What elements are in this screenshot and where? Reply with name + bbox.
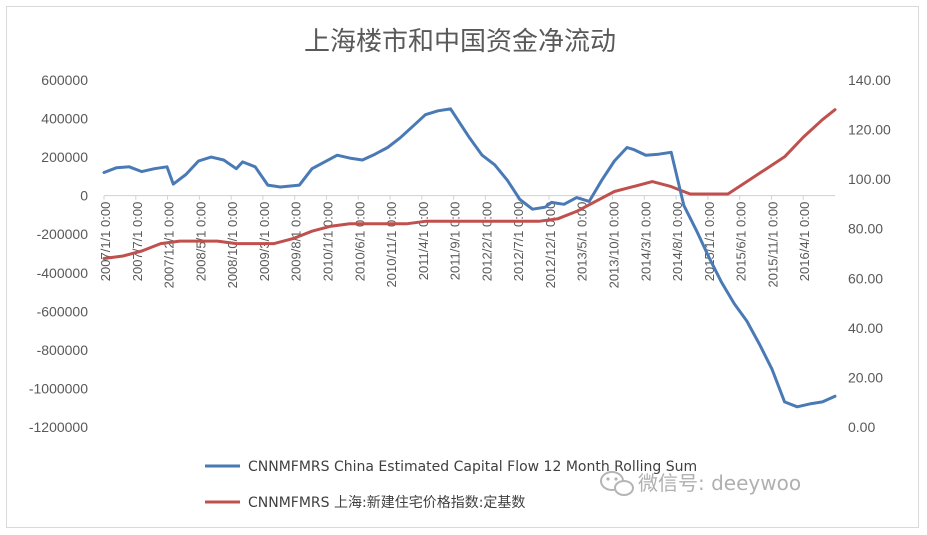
right-y-tick-label: 100.00: [848, 171, 891, 187]
x-tick-label: 2010/11/1 0:00: [384, 202, 399, 288]
legend: CNNMFMRS China Estimated Capital Flow 12…: [205, 459, 697, 511]
chart-frame: [6, 6, 919, 528]
x-tick-label: 2010/1/1 0:00: [320, 202, 335, 282]
legend-label-capital-flow: CNNMFMRS China Estimated Capital Flow 12…: [248, 459, 697, 475]
x-tick-label: 2008/10/1 0:00: [225, 202, 240, 289]
right-y-tick-label: 60.00: [848, 270, 883, 286]
right-y-tick-label: 140.00: [848, 72, 891, 88]
x-tick-label: 2013/5/1 0:00: [575, 202, 590, 282]
left-y-tick-label: -400000: [37, 265, 89, 281]
right-y-tick-label: 40.00: [848, 320, 883, 336]
x-tick-label: 2012/2/1 0:00: [479, 202, 494, 282]
chart-title: 上海楼市和中国资金净流动: [304, 27, 616, 57]
left-y-tick-label: -800000: [37, 342, 89, 358]
x-tick-label: 2010/6/1 0:00: [352, 202, 367, 282]
right-y-tick-label: 120.00: [848, 122, 891, 138]
x-tick-label: 2013/10/1 0:00: [607, 202, 622, 289]
x-tick-label: 2014/8/1 0:00: [670, 202, 685, 282]
wechat-icon: [600, 471, 634, 496]
left-y-tick-label: -600000: [37, 303, 89, 319]
plot-lines: [102, 107, 837, 409]
left-y-tick-label: 0: [80, 188, 88, 204]
left-y-tick-label: 400000: [41, 111, 88, 127]
x-tick-label: 2012/7/1 0:00: [511, 202, 526, 282]
x-tick-label: 2012/12/1 0:00: [543, 202, 558, 289]
right-y-tick-label: 0.00: [848, 419, 875, 435]
right-y-tick-label: 20.00: [848, 369, 883, 385]
x-tick-label: 2009/3/1 0:00: [257, 202, 272, 282]
x-tick-label: 2009/8/1 0:00: [289, 202, 304, 282]
x-tick-label: 2016/4/1 0:00: [797, 202, 812, 282]
x-tick-label: 2007/12/1 0:00: [162, 202, 177, 289]
x-tick-label: 2007/7/1 0:00: [130, 202, 145, 282]
right-y-tick-label: 80.00: [848, 221, 883, 237]
x-tick-label: 2007/1/1 0:00: [98, 202, 113, 282]
x-tick-label: 2015/11/1 0:00: [765, 202, 780, 288]
left-y-tick-label: -1200000: [29, 419, 88, 435]
x-tick-label: 2014/3/1 0:00: [638, 202, 653, 282]
legend-label-price-index: CNNMFMRS 上海:新建住宅价格指数:定基数: [248, 494, 525, 511]
left-axis: 600000 400000 200000 0 -200000 -400000 -600000…: [29, 72, 88, 435]
series-line-price-index: [102, 108, 837, 260]
left-y-tick-label: 200000: [41, 149, 88, 165]
left-y-tick-label: -1000000: [29, 380, 88, 396]
series-line-capital-flow: [102, 107, 837, 409]
watermark-text: 微信号: deeywoo: [638, 471, 801, 495]
x-tick-label: 2011/4/1 0:00: [416, 202, 431, 281]
watermark: 微信号: deeywoo: [600, 471, 801, 496]
x-tick-label: 2015/6/1 0:00: [734, 202, 749, 282]
right-axis: 140.00 120.00 100.00 80.00 60.00 40.00 20.00 0.…: [848, 72, 891, 435]
left-y-tick-label: -200000: [37, 226, 89, 242]
x-tick-label: 2015/1/1 0:00: [702, 202, 717, 282]
x-tick-label: 2011/9/1 0:00: [448, 202, 463, 281]
left-y-tick-label: 600000: [41, 72, 88, 88]
